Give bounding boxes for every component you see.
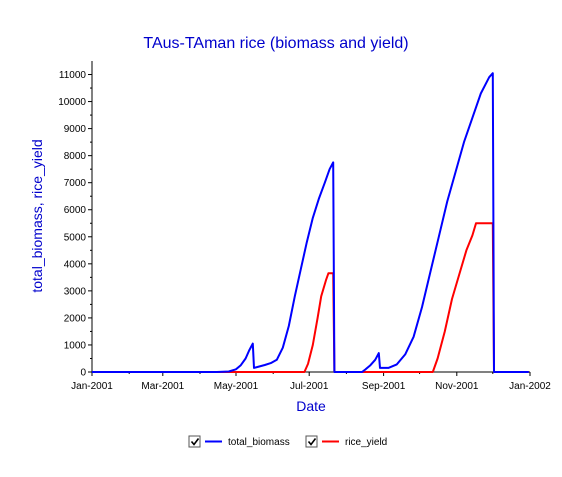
legend-item-total-biomass[interactable]: total_biomass <box>188 435 290 448</box>
legend-checkbox-total-biomass[interactable] <box>188 435 201 448</box>
x-tick-label: May-2001 <box>214 381 259 392</box>
y-tick-label: 0 <box>80 368 86 379</box>
y-tick-label: 1000 <box>64 340 87 351</box>
y-axis-label: total_biomass, rice_yield <box>29 139 45 292</box>
y-tick-label: 11000 <box>59 70 87 81</box>
series-line-rice-yield <box>92 222 529 373</box>
y-tick-label: 8000 <box>64 151 87 162</box>
x-axis-label: Date <box>296 398 326 414</box>
y-tick-label: 3000 <box>64 286 87 297</box>
x-tick-label: Mar-2001 <box>141 381 184 392</box>
checkmark-icon <box>190 438 200 446</box>
y-tick-label: 2000 <box>64 313 87 324</box>
legend-label-total-biomass: total_biomass <box>228 437 290 448</box>
legend-item-rice-yield[interactable]: rice_yield <box>305 435 387 448</box>
series-line-total-biomass <box>92 72 529 373</box>
axes: 0 1000 2000 3000 4000 5000 6000 7000 8000 9000 100… <box>58 61 551 392</box>
y-tick-label: 7000 <box>64 178 87 189</box>
y-tick-label: 5000 <box>64 232 87 243</box>
legend-checkbox-rice-yield[interactable] <box>305 435 318 448</box>
y-tick-label: 4000 <box>64 259 87 270</box>
y-tick-label: 10000 <box>58 97 86 108</box>
checkmark-icon <box>307 438 317 446</box>
legend: total_biomass rice_yield <box>188 435 387 448</box>
series-layer <box>92 72 529 373</box>
y-tick-label: 9000 <box>64 124 87 135</box>
chart-title: TAus-TAman rice (biomass and yield) <box>143 35 408 52</box>
x-tick-label: Jan-2002 <box>509 381 551 392</box>
x-tick-label: Sep-2001 <box>362 381 406 392</box>
x-tick-label: Jan-2001 <box>71 381 113 392</box>
x-tick-label: Nov-2001 <box>435 381 479 392</box>
x-tick-label: Jul-2001 <box>290 381 329 392</box>
legend-label-rice-yield: rice_yield <box>345 437 387 448</box>
y-tick-label: 6000 <box>64 205 87 216</box>
